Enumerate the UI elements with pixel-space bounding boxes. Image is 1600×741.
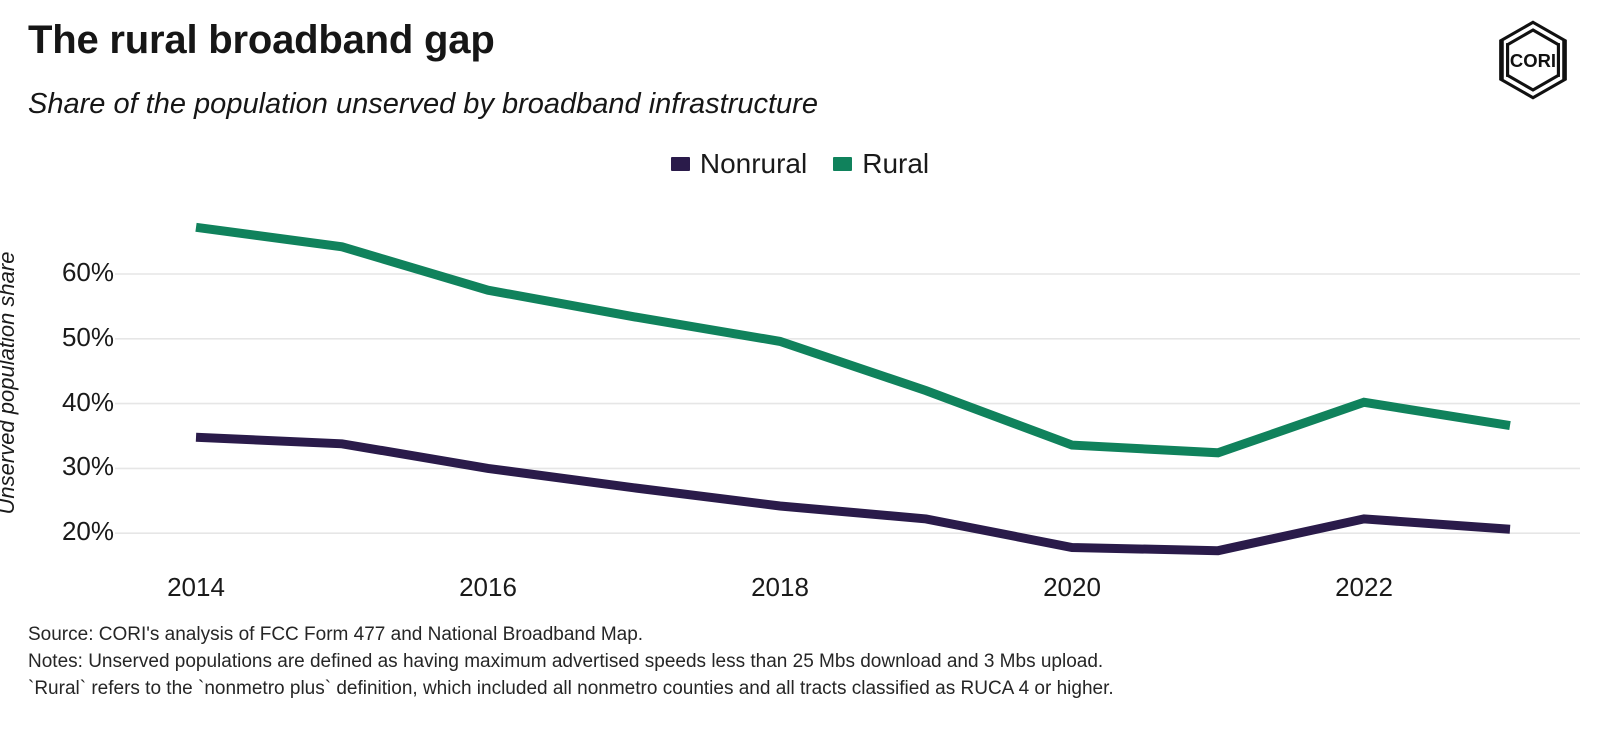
series-line-rural[interactable] [195, 222, 1511, 458]
cori-logo: CORI [1494, 20, 1572, 100]
legend-label-nonrural: Nonrural [699, 148, 808, 179]
y-tick-label: 30% [61, 451, 114, 482]
footer-line-rural-definition: `Rural` refers to the `nonmetro plus` de… [28, 677, 1114, 699]
y-tick-label: 60% [61, 257, 114, 287]
x-tick-label: 2014 [167, 572, 225, 602]
y-tick-label: 40% [61, 386, 114, 417]
page-subtitle: Share of the population unserved by broa… [28, 88, 818, 120]
legend: Nonrural Rural [0, 150, 1600, 178]
footer-line-source: Source: CORI's analysis of FCC Form 477 … [28, 624, 644, 645]
page-title: The rural broadband gap [28, 18, 495, 62]
line-chart-svg [115, 222, 1580, 556]
legend-item-rural[interactable]: Rural [833, 150, 929, 178]
y-tick-label: 50% [61, 321, 114, 352]
series-line-nonrural[interactable] [195, 432, 1511, 556]
y-axis-label: Unserved population share [0, 0, 20, 515]
legend-swatch-nonrural [670, 157, 690, 171]
legend-label-rural: Rural [862, 148, 930, 179]
x-tick-label: 2016 [459, 572, 517, 602]
footer-notes: Source: CORI's analysis of FCC Form 477 … [28, 622, 1114, 703]
footer-line-notes: Notes: Unserved populations are defined … [28, 650, 1104, 672]
x-tick-label: 2018 [751, 572, 809, 602]
y-tick-label: 20% [61, 516, 114, 547]
plot-area [0, 200, 1600, 560]
x-tick-label: 2020 [1043, 572, 1101, 602]
x-tick-label: 2022 [1335, 572, 1393, 602]
legend-item-nonrural[interactable]: Nonrural [670, 148, 808, 179]
cori-logo-text: CORI [1510, 50, 1556, 71]
legend-swatch-rural [833, 157, 853, 171]
